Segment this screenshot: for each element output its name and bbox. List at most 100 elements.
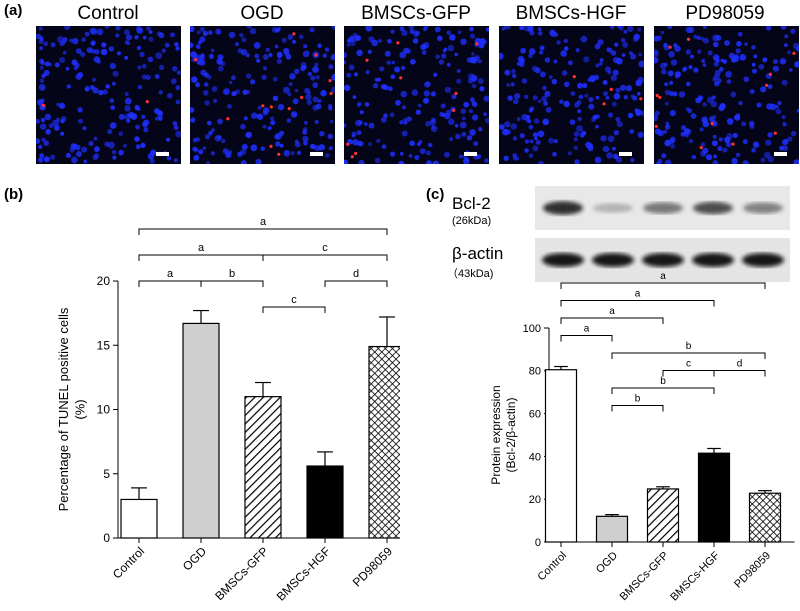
significance-bracket: c (262, 242, 388, 261)
bcl2-bar-chart: 0 20 40 60 80 100 Protein expression(Bcl-2/β-a… (489, 271, 795, 603)
significance-bracket: a (560, 306, 664, 324)
x-tick-label: OGD (180, 544, 209, 573)
significance-label: b (635, 394, 641, 405)
y-tick-label: 0 (535, 537, 541, 549)
tunel-positive-cells (194, 32, 333, 156)
tunel-positive-cells (572, 75, 643, 106)
nuclei-dapi (499, 26, 644, 164)
bar-ogd (182, 322, 220, 539)
micrograph-bmscs-gfp (344, 26, 489, 164)
bar-bmscs-gfp (646, 488, 680, 543)
significance-label: a (660, 271, 666, 282)
tunel-positive-cells (346, 41, 479, 159)
significance-bracket: b (611, 341, 766, 359)
significance-bracket: a (138, 242, 264, 261)
significance-bracket: b (611, 394, 664, 412)
nuclei-dapi (654, 26, 799, 164)
micrograph-pd98059 (654, 26, 799, 164)
bar-control (120, 498, 158, 539)
band-bcl2-2 (643, 202, 683, 214)
significance-label: c (291, 294, 297, 306)
tunel-positive-cells (654, 37, 796, 150)
significance-bracket: b (200, 268, 264, 287)
tunel-positive-cells (41, 100, 149, 107)
bar-bmscs-hgf (306, 465, 344, 539)
x-tick-label: Control (110, 544, 147, 581)
scale-bar (464, 152, 477, 156)
scale-bar (310, 152, 323, 156)
y-axis-label: Protein expression(Bcl-2/β-actin) (489, 385, 518, 484)
significance-bracket: a (138, 216, 388, 235)
significance-label: a (198, 242, 205, 254)
image-title-control: Control (77, 3, 139, 24)
x-tick-label: BMSCs-HGF (274, 544, 333, 603)
significance-label: a (260, 216, 267, 228)
bar-bmscs-hgf (697, 452, 731, 543)
micrograph-bmscs-hgf (499, 26, 644, 164)
image-title-bmscs-hgf: BMSCs-HGF (515, 3, 627, 24)
y-tick-label: 20 (529, 494, 541, 506)
tunel-bar-chart: 0 5 10 15 20 Percentage of TUNEL positive cel… (56, 216, 400, 604)
band-beta-actin-2 (642, 253, 684, 267)
band-bcl2-4 (743, 202, 783, 214)
significance-label: a (167, 268, 174, 280)
y-tick-label: 80 (529, 366, 541, 378)
significance-label: b (660, 376, 666, 387)
y-tick-label: 40 (529, 451, 541, 463)
y-tick-label: 10 (97, 403, 111, 417)
significance-bracket: a (560, 324, 613, 342)
bar-ogd (595, 515, 629, 543)
x-tick-label: Control (536, 550, 570, 584)
blot-label-beta-actin: β-actin (452, 244, 504, 263)
x-tick-label: BMSCs-GFP (618, 550, 671, 603)
western-blot-images (535, 186, 790, 282)
significance-bracket: a (560, 271, 766, 289)
x-tick-label: BMSCs-HGF (668, 549, 722, 603)
x-tick-label: PD98059 (732, 550, 773, 591)
y-axis-label: Percentage of TUNEL positive cells(%) (56, 307, 87, 511)
band-beta-actin-3 (692, 253, 734, 267)
micrograph-control (36, 26, 181, 164)
image-title-ogd: OGD (240, 3, 284, 24)
significance-label: d (737, 359, 743, 370)
y-tick-label: 5 (103, 467, 110, 481)
significance-label: a (584, 324, 590, 335)
significance-bracket: c (662, 359, 715, 377)
blot-size-beta-actin: （43kDa) (447, 268, 494, 280)
y-tick-label: 100 (523, 323, 541, 335)
band-bcl2-3 (693, 201, 733, 215)
significance-label: c (686, 359, 691, 370)
band-beta-actin-4 (742, 253, 784, 267)
blot-label-bcl2: Bcl-2 (452, 194, 491, 213)
significance-bracket: c (262, 294, 326, 313)
bar-pd98059 (368, 345, 400, 539)
significance-bracket: d (324, 268, 388, 287)
significance-bracket: a (560, 289, 715, 307)
nuclei-dapi (36, 26, 181, 164)
nuclei-dapi (344, 26, 489, 164)
band-beta-actin-0 (542, 253, 584, 267)
band-bcl2-1 (593, 203, 633, 213)
image-title-bmscs-gfp: BMSCs-GFP (361, 3, 471, 24)
micrograph-ogd (190, 26, 335, 164)
significance-label: b (686, 341, 692, 352)
significance-label: a (609, 306, 615, 317)
x-tick-label: OGD (594, 550, 620, 576)
panel-a-label: (a) (4, 2, 23, 19)
y-tick-label: 60 (529, 408, 541, 420)
nuclei-dapi (190, 26, 335, 164)
band-bcl2-0 (543, 201, 583, 215)
y-tick-label: 15 (97, 338, 111, 352)
band-beta-actin-1 (592, 253, 634, 267)
y-tick-label: 0 (103, 531, 110, 545)
significance-bracket: b (611, 376, 715, 394)
x-tick-label: BMSCs-GFP (212, 544, 271, 603)
significance-label: c (322, 242, 328, 254)
blot-size-bcl2: (26kDa) (452, 215, 492, 227)
panel-c-label: (c) (426, 186, 445, 203)
scale-bar (619, 152, 632, 156)
image-title-pd98059: PD98059 (685, 3, 765, 24)
significance-bracket: a (138, 268, 202, 287)
bar-bmscs-gfp (244, 396, 282, 539)
